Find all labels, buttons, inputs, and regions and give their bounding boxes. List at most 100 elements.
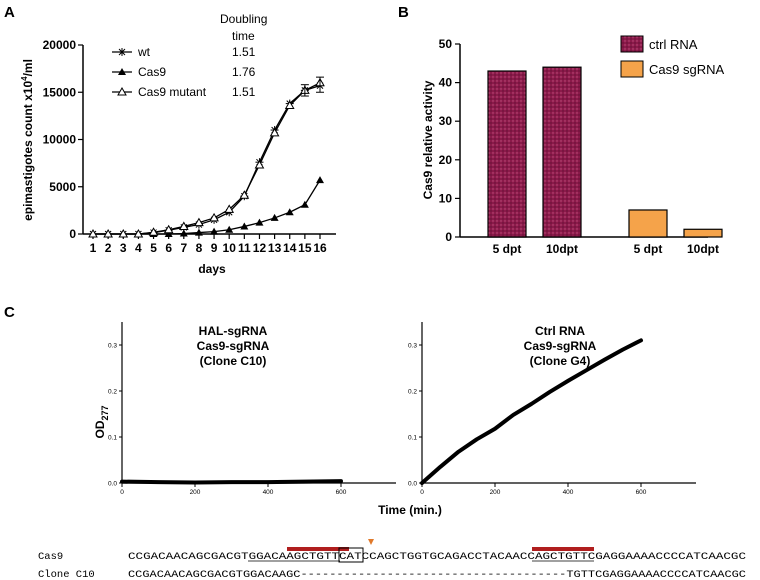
- growth-y-tick-label: 10000: [43, 133, 77, 147]
- growth-point: [118, 228, 129, 238]
- growth-point: [103, 228, 113, 238]
- alignment-label-cas9: Cas9: [38, 551, 63, 563]
- od-curve: [420, 338, 643, 485]
- legend-label: Cas9: [138, 65, 166, 79]
- growth-x-tick-label: 9: [211, 241, 218, 255]
- growth-x-tick-label: 15: [298, 241, 312, 255]
- alignment-label-clone: Clone C10: [38, 569, 95, 580]
- legend-doubling-time: 1.51: [232, 45, 256, 59]
- od-x-tick-label: 600: [636, 489, 647, 496]
- activity-y-tick-label: 40: [439, 76, 453, 90]
- growth-x-tick-label: 4: [135, 241, 142, 255]
- activity-y-tick-label: 0: [445, 230, 452, 244]
- od-y-tick-label: 0.3: [108, 343, 117, 350]
- od-y-tick-label: 0.1: [408, 435, 417, 442]
- sequence-alignment: Cas9 Clone C10 CCGACAACAGCGACGTGGACAAGCT…: [38, 539, 746, 580]
- growth-x-tick-label: 3: [120, 241, 127, 255]
- growth-point: [239, 190, 250, 199]
- od-title-line: (Clone C10): [200, 354, 267, 368]
- growth-y-label: epimastigotes count x104/ml: [20, 59, 35, 221]
- activity-y-label: Cas9 relative activity: [421, 80, 435, 199]
- od-y-tick-label: 0.2: [108, 389, 117, 396]
- growth-series-line-2: [93, 82, 321, 235]
- growth-point: [269, 127, 280, 137]
- growth-x-tick-label: 6: [165, 241, 172, 255]
- legend-label: Cas9 mutant: [138, 85, 207, 99]
- growth-point: [209, 212, 219, 222]
- growth-legend: Doubling time wt 1.51 Cas9 1.76 Cas9 mutant 1…: [112, 12, 267, 99]
- growth-x-tick-label: 2: [105, 241, 112, 255]
- growth-x-tick-label: 7: [180, 241, 187, 255]
- time-axis-label: Time (min.): [378, 503, 442, 517]
- od-x-tick-label: 400: [563, 489, 574, 496]
- legend-marker-icon: [117, 86, 127, 96]
- growth-x-tick-label: 11: [238, 241, 251, 255]
- growth-point: [179, 229, 188, 237]
- growth-point: [284, 100, 295, 109]
- panel-label-a: A: [4, 4, 15, 21]
- growth-point: [300, 200, 309, 208]
- activity-x-tick-label: 5 dpt: [634, 242, 663, 256]
- activity-y-tick-label: 10: [439, 191, 453, 205]
- growth-point: [270, 213, 279, 221]
- growth-x-tick-label: 12: [253, 241, 267, 255]
- legend-swatch: [620, 60, 644, 78]
- od-title-line: Cas9-sgRNA: [197, 339, 270, 353]
- alignment-seq-cas9: CCGACAACAGCGACGTGGACAAGCTGTTCATCCAGCTGGT…: [128, 551, 746, 563]
- activity-y-tick-label: 20: [439, 153, 453, 167]
- growth-y-tick-label: 5000: [49, 180, 76, 194]
- activity-bar: [542, 66, 582, 238]
- od-y-tick-label: 0.0: [108, 481, 117, 488]
- growth-series-line-1: [93, 179, 321, 235]
- growth-point: [316, 176, 324, 184]
- growth-point: [148, 227, 159, 236]
- activity-x-tick-label: 10dpt: [546, 242, 578, 256]
- legend-label: Cas9 sgRNA: [649, 62, 724, 77]
- pam-box: [338, 547, 364, 563]
- growth-point: [164, 230, 173, 237]
- growth-point: [178, 221, 189, 230]
- activity-y-tick-label: 30: [439, 114, 453, 128]
- od-title-line: (Clone G4): [530, 354, 591, 368]
- c10-y-label: OD277: [93, 405, 110, 438]
- activity-legend: ctrl RNA Cas9 sgRNA: [620, 35, 724, 78]
- growth-point: [240, 222, 249, 230]
- growth-x-tick-label: 16: [313, 241, 327, 255]
- growth-x-tick-label: 10: [223, 241, 237, 255]
- growth-x-tick-label: 8: [196, 241, 203, 255]
- legend-doubling-time: 1.76: [232, 65, 256, 79]
- od-title-line: Cas9-sgRNA: [524, 339, 597, 353]
- repeat-bar-right: [532, 547, 594, 551]
- growth-y-tick-label: 15000: [43, 85, 77, 99]
- legend-label: wt: [137, 45, 151, 59]
- growth-point: [194, 217, 204, 227]
- legend-label: ctrl RNA: [649, 37, 698, 52]
- growth-point: [88, 228, 98, 238]
- activity-x-tick-label: 10dpt: [687, 242, 719, 256]
- od-y-tick-label: 0.1: [108, 435, 117, 442]
- od-x-tick-label: 200: [490, 489, 501, 496]
- growth-point: [133, 228, 144, 238]
- legend-marker-icon: [118, 68, 126, 75]
- od-y-tick-label: 0.0: [408, 481, 417, 488]
- alignment-seq-clone: CCGACAACAGCGACGTGGACAAGC----------------…: [128, 569, 746, 580]
- growth-point: [254, 160, 265, 169]
- activity-chart: 0 10 20 30 40 50 5 dpt 10dpt 5 dpt 10dpt Cas9 re…: [421, 35, 724, 256]
- legend-header-time: time: [232, 29, 255, 43]
- activity-bar: [683, 228, 723, 238]
- legend-marker-icon: [118, 48, 126, 56]
- repeat-bar-left: [287, 547, 349, 551]
- od-y-tick-label: 0.3: [408, 343, 417, 350]
- legend-header-doubling: Doubling: [220, 12, 267, 26]
- growth-point: [210, 227, 219, 235]
- od-x-tick-label: 600: [336, 489, 347, 496]
- od-curve: [120, 479, 343, 485]
- od-y-tick-label: 0.2: [408, 389, 417, 396]
- growth-point: [163, 224, 174, 234]
- growth-point: [255, 218, 264, 226]
- od-title-line: HAL-sgRNA: [199, 324, 268, 338]
- growth-point: [285, 208, 294, 216]
